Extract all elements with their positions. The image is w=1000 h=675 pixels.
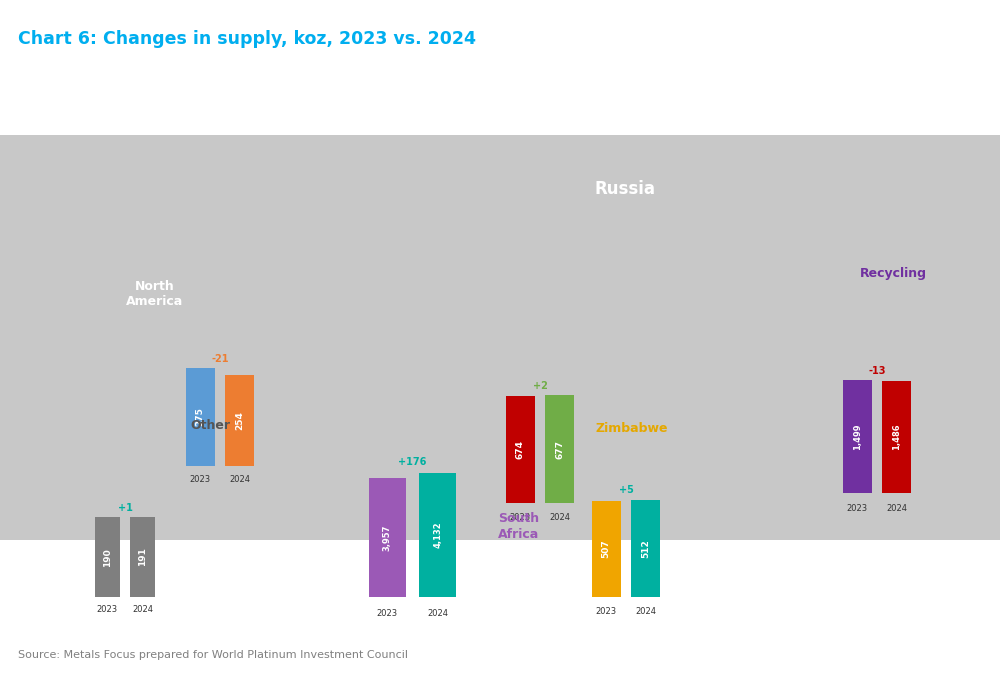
Text: 190: 190 xyxy=(103,548,112,566)
Text: 275: 275 xyxy=(196,408,205,427)
Bar xyxy=(95,517,120,597)
Bar xyxy=(225,375,254,466)
Text: -21: -21 xyxy=(211,354,229,364)
Text: +1: +1 xyxy=(118,504,132,513)
Text: 2024: 2024 xyxy=(427,610,448,618)
Text: North
America: North America xyxy=(126,279,184,308)
Text: 2024: 2024 xyxy=(635,607,656,616)
Bar xyxy=(631,500,660,597)
Text: 507: 507 xyxy=(602,539,611,558)
Bar xyxy=(545,396,574,503)
Bar xyxy=(592,500,621,597)
Text: 2024: 2024 xyxy=(229,475,250,484)
Text: Russia: Russia xyxy=(594,180,656,198)
Bar xyxy=(419,472,456,597)
Bar xyxy=(882,381,911,493)
Text: 2024: 2024 xyxy=(132,605,153,614)
Text: 512: 512 xyxy=(641,539,650,558)
Text: -13: -13 xyxy=(868,366,886,375)
Text: Source: Metals Focus prepared for World Platinum Investment Council: Source: Metals Focus prepared for World … xyxy=(18,650,408,660)
Bar xyxy=(843,380,872,493)
Text: 1,499: 1,499 xyxy=(853,423,862,450)
Text: 2023: 2023 xyxy=(510,513,531,522)
Bar xyxy=(506,396,535,503)
Text: +5: +5 xyxy=(619,485,633,495)
Text: 2024: 2024 xyxy=(886,504,907,512)
Bar xyxy=(130,516,155,597)
Text: +2: +2 xyxy=(533,381,547,391)
Text: 2023: 2023 xyxy=(847,504,868,512)
Text: 677: 677 xyxy=(555,439,564,458)
Text: South
Africa: South Africa xyxy=(498,512,539,541)
Text: 4,132: 4,132 xyxy=(433,522,442,548)
Text: Chart 6: Changes in supply, koz, 2023 vs. 2024: Chart 6: Changes in supply, koz, 2023 vs… xyxy=(18,30,476,49)
Text: 1,486: 1,486 xyxy=(892,424,901,450)
Text: 3,957: 3,957 xyxy=(383,524,392,551)
Text: Recycling: Recycling xyxy=(860,267,926,280)
Text: Zimbabwe: Zimbabwe xyxy=(596,422,668,435)
Bar xyxy=(186,368,215,466)
Text: 2023: 2023 xyxy=(596,607,617,616)
Text: 2023: 2023 xyxy=(377,610,398,618)
Text: 254: 254 xyxy=(235,411,244,430)
Text: Other: Other xyxy=(190,418,230,432)
Text: +176: +176 xyxy=(398,458,427,468)
Text: 674: 674 xyxy=(516,440,525,459)
Text: 2023: 2023 xyxy=(190,475,211,484)
Text: 191: 191 xyxy=(138,547,147,566)
Text: 2024: 2024 xyxy=(549,513,570,522)
Text: 2023: 2023 xyxy=(97,605,118,614)
Bar xyxy=(369,478,406,597)
